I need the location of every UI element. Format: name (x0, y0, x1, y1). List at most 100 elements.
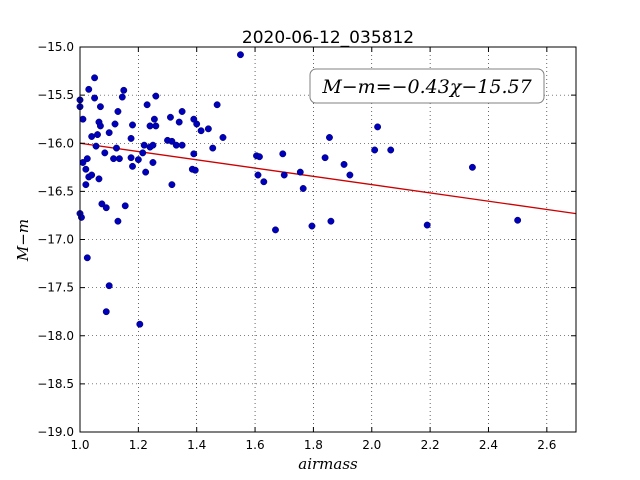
data-point (98, 200, 106, 208)
data-point (279, 150, 287, 158)
data-point (219, 134, 227, 141)
data-point (193, 120, 201, 128)
fit-line-layer (79, 142, 577, 215)
data-point (346, 171, 354, 179)
data-point (150, 115, 158, 123)
data-point (280, 171, 288, 179)
data-point (327, 217, 335, 225)
data-point (111, 120, 119, 128)
y-tick-label: −19.0 (37, 425, 74, 439)
data-point (255, 153, 263, 161)
data-point (85, 85, 93, 93)
y-tick-label: −18.0 (37, 329, 74, 343)
data-point (468, 163, 476, 171)
data-point (140, 141, 148, 149)
equation-box-frame (309, 68, 545, 104)
fit-equation: M−m=−0.43χ−15.57 (321, 76, 532, 98)
x-tick-label: 1.6 (246, 438, 265, 452)
data-point (114, 108, 122, 115)
data-point (190, 150, 198, 158)
data-point (146, 122, 154, 130)
data-point (340, 160, 348, 168)
data-point (96, 122, 104, 130)
data-point (83, 254, 91, 262)
data-point (178, 108, 186, 115)
data-point (237, 51, 244, 59)
x-tick-label: 2.0 (362, 438, 381, 452)
y-tick-label: −17.5 (37, 281, 74, 295)
data-point (172, 141, 180, 149)
data-point (374, 123, 382, 131)
data-points (76, 51, 522, 328)
fit-equation-box: M−m=−0.43χ−15.57 (309, 68, 545, 104)
data-point (115, 155, 123, 163)
data-point (114, 217, 122, 225)
x-tick-label: 1.2 (129, 438, 148, 452)
data-point (387, 146, 395, 154)
data-point (514, 216, 522, 224)
data-point (175, 118, 183, 126)
data-point (92, 142, 100, 150)
data-point (129, 121, 136, 129)
data-point (272, 226, 279, 234)
data-point (168, 181, 176, 189)
data-point (94, 131, 101, 139)
data-point (127, 154, 135, 162)
data-point (102, 308, 110, 316)
data-point (168, 137, 176, 145)
chart-title: 2020-06-12_035812 (242, 28, 414, 48)
data-point (95, 175, 103, 183)
data-point (82, 165, 90, 173)
data-point (105, 282, 113, 290)
y-tick-label: −15.5 (37, 88, 74, 102)
x-axis-label: airmass (298, 455, 358, 473)
data-point (209, 144, 217, 152)
data-point (142, 168, 150, 176)
y-tick-label: −17.0 (37, 233, 74, 247)
data-point (423, 221, 431, 229)
data-point (88, 171, 96, 179)
data-point (260, 178, 268, 186)
data-point (254, 171, 262, 179)
x-tick-label: 1.4 (187, 438, 206, 452)
x-tick-label: 2.2 (421, 438, 440, 452)
data-point (178, 141, 186, 149)
data-point (308, 222, 316, 230)
data-point (213, 101, 221, 109)
data-point (91, 74, 99, 82)
data-point (102, 204, 110, 212)
data-point (129, 162, 136, 170)
data-point (139, 149, 147, 157)
fit-line (79, 142, 577, 215)
x-tick-label: 1.0 (70, 438, 89, 452)
data-point (166, 113, 174, 121)
y-tick-label: −18.5 (37, 377, 74, 391)
data-point (152, 92, 160, 100)
data-point (118, 93, 126, 101)
data-point (143, 101, 151, 109)
data-point (127, 134, 135, 142)
x-axis-ticks: 1.0 1.2 1.4 1.6 1.8 2.0 2.2 2.4 2.6 (70, 47, 556, 452)
x-tick-label: 1.8 (304, 438, 323, 452)
x-tick-label: 2.4 (479, 438, 498, 452)
data-point (152, 122, 160, 130)
data-point (101, 149, 109, 157)
data-point (82, 181, 90, 189)
data-point (88, 133, 96, 140)
data-point (113, 144, 120, 152)
data-point (96, 103, 104, 111)
data-point (149, 141, 157, 149)
data-point (197, 127, 205, 135)
y-axis-ticks: −15.0 −15.5 −16.0 −16.5 −17.0 −17.5 −18.0 −18.5… (37, 40, 576, 439)
data-point (149, 159, 157, 166)
data-point (105, 129, 113, 137)
data-point (204, 125, 212, 133)
data-point (191, 166, 199, 174)
data-point (321, 154, 329, 162)
data-point (120, 86, 128, 94)
data-point (371, 146, 379, 154)
data-point (121, 202, 129, 210)
data-point (136, 320, 144, 328)
data-point (83, 155, 91, 163)
